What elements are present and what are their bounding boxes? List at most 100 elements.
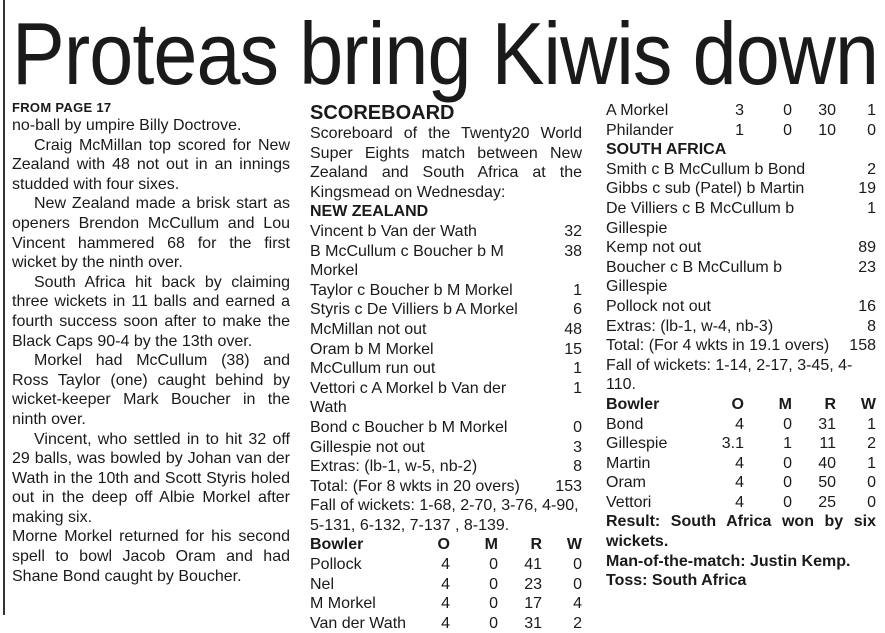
bowling-cell: 2 [867, 435, 876, 453]
batsman-runs: 15 [564, 340, 582, 358]
bowling-cell: 30 [818, 102, 836, 119]
bowling-cell: 0 [783, 493, 792, 511]
batsman-dismissal: Oram b M Morkel [310, 340, 434, 358]
bowling-row: A Morkel 3 0 30 1 [606, 101, 876, 121]
bowling-cell: 2 [573, 614, 582, 632]
batsman-runs: 16 [858, 297, 876, 315]
batting-row: Vincent b Van der Wath 32 [310, 222, 582, 242]
batsman-dismissal: Vincent b Van der Wath [310, 222, 477, 240]
article-paragraph: Morkel had McCullum (38) and Ross Taylor… [12, 352, 290, 428]
batsman-runs: 3 [573, 438, 582, 456]
bowling-cell: 4 [735, 454, 744, 472]
batsman-runs: 89 [858, 239, 876, 257]
bowling-cell: 0 [783, 121, 792, 139]
bowling-row: Martin 4 0 40 1 [606, 454, 876, 474]
article-paragraph: Morne Morkel returned for his second spe… [12, 528, 290, 585]
batsman-runs: 158 [849, 337, 876, 355]
team-heading-nz: NEW ZEALAND [310, 203, 429, 221]
bowling-cell: 31 [818, 415, 836, 433]
toss: Toss: South Africa [606, 572, 747, 590]
batsman-runs: 2 [867, 160, 876, 178]
batting-row: Boucher c B McCullum b Gillespie 23 [606, 258, 876, 297]
bowling-cell: 4 [735, 415, 744, 433]
bowling-cell: 0 [489, 575, 498, 593]
bowling-cell: 3.1 [721, 435, 744, 453]
bowling-cell: Nel [310, 575, 335, 593]
nz-fall-of-wickets: Fall of wickets: 1-68, 2-70, 3-76, 4-90,… [310, 497, 579, 534]
nz-bowling-table-continued: A Morkel 3 0 30 1 Philander 1 0 10 0 [606, 101, 876, 140]
nz-bowling-table: Bowler O M R W Pollock 4 0 41 0 Nel 4 0 23 0 M Morkel 4 0… [310, 535, 582, 633]
bowling-row: Van der Wath 4 0 31 2 [310, 614, 582, 633]
bowling-cell: 23 [524, 575, 542, 593]
bowling-cell: 41 [524, 556, 542, 574]
continued-from-label: FROM PAGE 17 [12, 100, 112, 115]
bowling-cell: Vettori [606, 493, 652, 511]
team-heading-sa: SOUTH AFRICA [606, 141, 727, 159]
batsman-dismissal: Vettori c A Morkel b Van der Wath [310, 379, 507, 417]
headline: Proteas bring Kiwis down [12, 4, 879, 103]
bowling-cell: 4 [735, 493, 744, 511]
bowling-cell: 4 [441, 595, 450, 613]
bowling-cell: 1 [867, 102, 876, 119]
bowling-cell: 1 [783, 435, 792, 453]
batting-row: Gibbs c sub (Patel) b Martin 19 [606, 179, 876, 199]
bowling-cell: 0 [489, 614, 498, 632]
bowling-column-header: M [778, 395, 792, 413]
batsman-dismissal: Pollock not out [606, 297, 711, 315]
bowling-row: Gillespie 3.1 1 11 2 [606, 434, 876, 454]
batsman-dismissal: McMillan not out [310, 320, 427, 338]
bowling-row: Philander 1 0 10 0 [606, 121, 876, 141]
scoreboard-column-1: SCOREBOARD Scoreboard of the Twenty20 Wo… [310, 102, 582, 633]
batting-row: Total: (For 4 wkts in 19.1 overs) 158 [606, 336, 876, 356]
bowling-column-header: R [824, 395, 836, 413]
batsman-runs: 38 [564, 242, 582, 260]
bowling-column-header: W [566, 536, 582, 554]
batsman-dismissal: Extras: (lb-1, w-4, nb-3) [606, 317, 774, 335]
bowling-row: Bond 4 0 31 1 [606, 415, 876, 435]
batting-row: Bond c Boucher b M Morkel 0 [310, 418, 582, 438]
bowling-cell: 4 [735, 474, 744, 492]
batsman-runs: 23 [858, 258, 876, 276]
bowling-cell: 10 [818, 121, 836, 139]
bowling-cell: 1 [867, 415, 876, 433]
bowling-cell: Pollock [310, 556, 362, 574]
bowling-cell: A Morkel [606, 102, 669, 119]
batting-row: Total: (For 8 wkts in 20 overs) 153 [310, 477, 582, 497]
batting-row: McCullum run out 1 [310, 359, 582, 379]
batting-row: Taylor c Boucher b M Morkel 1 [310, 281, 582, 301]
bowling-column-header: Bowler [606, 395, 660, 413]
batsman-runs: 8 [573, 458, 582, 476]
scoreboard-intro: Scoreboard of the Twenty20 World Super E… [310, 125, 582, 201]
article-paragraph: New Zealand made a brisk start as opener… [12, 195, 290, 272]
bowling-column-header: M [484, 536, 498, 554]
bowling-cell: 0 [783, 454, 792, 472]
batsman-runs: 19 [858, 180, 876, 198]
bowling-cell: 0 [867, 493, 876, 511]
bowling-cell: Van der Wath [310, 614, 407, 632]
bowling-cell: 4 [441, 556, 450, 574]
batsman-runs: 1 [573, 360, 582, 378]
batsman-dismissal: Smith c B McCullum b Bond [606, 160, 806, 178]
batsman-runs: 6 [573, 301, 582, 319]
bowling-cell: 4 [441, 614, 450, 632]
bowling-cell: M Morkel [310, 595, 376, 613]
bowling-cell: 50 [818, 474, 836, 492]
batsman-dismissal: Total: (For 4 wkts in 19.1 overs) [606, 337, 830, 355]
article-paragraph: no-ball by umpire Billy Doctrove. [12, 117, 242, 134]
batsman-dismissal: McCullum run out [310, 360, 436, 378]
bowling-cell: 0 [867, 474, 876, 492]
sa-batting: Smith c B McCullum b Bond 2 Gibbs c sub (P… [606, 160, 876, 356]
bowling-cell: Philander [606, 121, 674, 139]
bowling-cell: 0 [489, 556, 498, 574]
batsman-dismissal: Total: (For 8 wkts in 20 overs) [310, 477, 520, 495]
match-result: Result: South Africa won by six wickets. [606, 513, 876, 551]
article-paragraph: South Africa hit back by claiming three … [12, 273, 290, 350]
bowling-cell: 0 [489, 595, 498, 613]
scoreboard-column-2: A Morkel 3 0 30 1 Philander 1 0 10 0 SOUTH AFRICA… [606, 101, 876, 591]
batting-row: Pollock not out 16 [606, 297, 876, 317]
batsman-dismissal: B McCullum c Boucher b M Morkel [310, 242, 504, 280]
bowling-cell: 0 [783, 474, 792, 492]
bowling-cell: 17 [524, 595, 542, 613]
bowling-cell: 4 [441, 575, 450, 593]
batting-row: Vettori c A Morkel b Van der Wath 1 [310, 379, 582, 418]
